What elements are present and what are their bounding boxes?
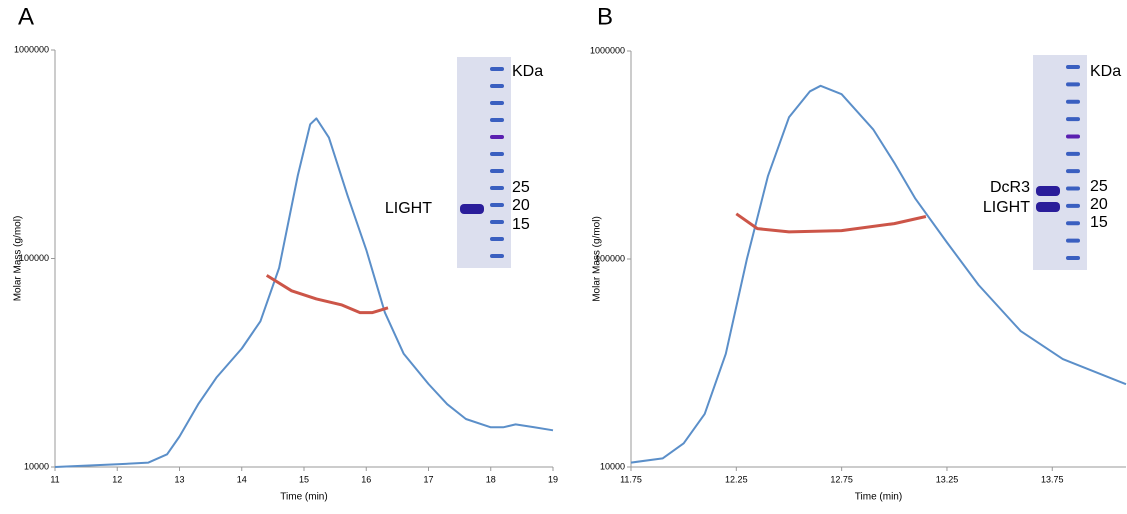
gel-marker-band	[1066, 238, 1080, 243]
gel-marker-band	[1066, 186, 1080, 191]
gel-marker-label: 25	[1090, 178, 1108, 195]
gel-image	[457, 57, 511, 268]
x-axis-title: Time (min)	[280, 492, 327, 503]
y-tick-label: 10000	[24, 461, 49, 471]
gel-marker-label: 25	[512, 179, 530, 196]
gel-protein-label: DcR3	[990, 179, 1030, 196]
gel-protein-label: LIGHT	[983, 199, 1030, 216]
x-tick-label: 16	[361, 474, 371, 484]
gel-marker-label: KDa	[1090, 63, 1121, 80]
series-line	[54, 117, 554, 468]
series-line	[265, 274, 389, 315]
gel-marker-label: 20	[1090, 196, 1108, 213]
gel-marker-band	[1066, 134, 1080, 139]
gel-image	[1033, 55, 1087, 270]
gel-marker-band	[1066, 203, 1080, 208]
x-tick-label: 15	[299, 474, 309, 484]
gel-protein-band	[1036, 186, 1060, 196]
x-tick-label: 13.75	[1041, 474, 1064, 484]
gel-protein-band	[1036, 202, 1060, 212]
x-axis-title: Time (min)	[855, 492, 902, 503]
series-line	[630, 84, 1127, 464]
gel-marker-band	[490, 169, 504, 173]
x-tick-label: 11	[50, 474, 59, 484]
y-tick-label: 10000	[600, 461, 625, 471]
gel-marker-band	[490, 254, 504, 258]
y-tick-label: 1000000	[590, 45, 625, 55]
x-tick-label: 19	[548, 474, 558, 484]
x-tick-label: 17	[423, 474, 433, 484]
y-tick-label: 100000	[19, 253, 49, 263]
x-tick-label: 13	[174, 474, 184, 484]
x-tick-label: 12.75	[830, 474, 853, 484]
y-tick-label: 100000	[595, 253, 625, 263]
gel-marker-band	[490, 101, 504, 105]
panel-label: B	[597, 3, 613, 30]
y-tick-label: 1000000	[14, 44, 49, 54]
x-tick-label: 13.25	[936, 474, 959, 484]
gel-marker-band	[490, 84, 504, 88]
gel-marker-band	[490, 67, 504, 71]
gel-marker-band	[1066, 99, 1080, 104]
gel-marker-band	[1066, 117, 1080, 122]
x-tick-label: 12.25	[725, 474, 748, 484]
gel-protein-label: LIGHT	[385, 200, 432, 217]
y-axis-title: Molar Mass (g/mol)	[13, 216, 24, 302]
gel-marker-band	[490, 203, 504, 207]
gel-protein-band	[460, 204, 484, 214]
gel-marker-band	[490, 152, 504, 156]
gel-marker-label: 15	[512, 216, 530, 233]
gel-marker-band	[1066, 256, 1080, 260]
x-tick-label: 12	[112, 474, 122, 484]
gel-marker-band	[1066, 221, 1080, 226]
y-axis-title: Molar Mass (g/mol)	[592, 216, 603, 302]
gel-marker-band	[1066, 169, 1080, 174]
panel-label: A	[18, 3, 34, 30]
gel-marker-band	[490, 237, 504, 241]
gel-marker-band	[1066, 151, 1080, 156]
gel-marker-band	[490, 220, 504, 224]
x-tick-label: 11.75	[620, 474, 642, 484]
gel-marker-label: 15	[1090, 214, 1108, 231]
gel-marker-band	[1066, 65, 1080, 69]
gel-marker-band	[490, 186, 504, 190]
x-tick-label: 14	[237, 474, 247, 484]
series-line	[735, 212, 927, 234]
gel-marker-band	[490, 118, 504, 122]
gel-marker-band	[1066, 82, 1080, 87]
x-tick-label: 18	[486, 474, 496, 484]
gel-marker-band	[490, 135, 504, 139]
gel-marker-label: 20	[512, 197, 530, 214]
gel-marker-label: KDa	[512, 63, 543, 80]
